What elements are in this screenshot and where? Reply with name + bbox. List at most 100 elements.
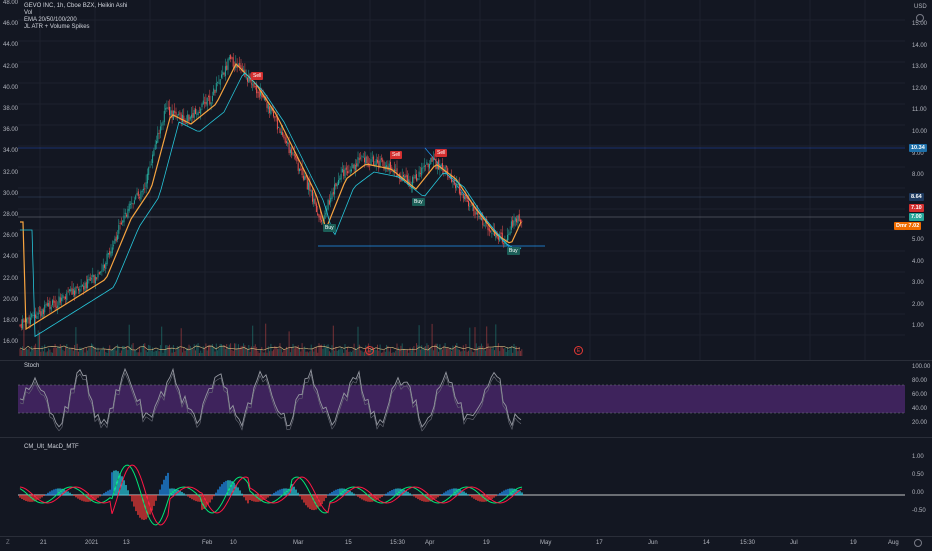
volume-bar [512,353,513,356]
macd-histogram-bar [503,491,504,496]
candle [520,220,521,222]
volume-bar [322,349,323,356]
buy-marker[interactable]: Buy [412,198,425,206]
candle [463,194,464,198]
volume-bar [307,351,308,356]
volume-bar [311,345,312,356]
candle [478,216,479,217]
candle [96,277,97,279]
time-axis-tick: 15:30 [390,540,405,546]
sell-marker[interactable]: Sell [390,151,402,159]
z-icon[interactable]: Z [6,540,10,546]
candle [319,214,320,217]
dmr-label: Dmr [896,223,907,229]
macd-histogram-bar [337,489,338,495]
candle [116,237,117,241]
volume-bar [118,346,119,356]
volume-bar [508,350,509,356]
volume-bar [21,350,22,356]
candle [131,203,132,204]
candle [134,200,135,203]
candle [22,319,23,328]
volume-bar [113,350,114,356]
volume-bar [122,346,123,356]
candle [108,253,109,254]
candle [49,301,50,309]
time-axis-tick: Jun [648,540,658,546]
volume-bar [216,344,217,356]
candle [298,163,299,170]
candle [428,164,429,167]
volume-bar [255,344,256,356]
macd-histogram-bar [193,495,194,500]
volume-bar [92,345,93,356]
volume-bar [183,348,184,356]
time-axis-tick: Mar [293,540,303,546]
volume-bar [137,352,138,356]
candle [356,163,357,166]
earnings-marker[interactable]: E [574,346,583,355]
volume-bar [211,346,212,356]
volume-bar [156,351,157,356]
macd-histogram-bar [305,495,306,505]
macd-histogram-bar [139,495,140,518]
price-pane[interactable]: GEVO INC, 1h, Cboe BZX, Heikin Ashi Vol … [0,0,932,360]
sell-marker[interactable]: Sell [435,149,447,157]
volume-bar [208,345,209,356]
candle [113,245,114,246]
macd-histogram-bar [131,495,132,501]
gear-icon[interactable] [916,14,924,22]
candle [465,195,466,200]
volume-bar [169,345,170,356]
candle [278,127,279,128]
macd-histogram-bar [277,490,278,495]
volume-bar [408,353,409,356]
volume-bar [419,325,420,356]
volume-bar [356,350,357,356]
candle [429,164,430,168]
stoch-chart[interactable] [0,361,932,437]
candle [186,123,187,124]
candle [88,279,89,280]
buy-marker[interactable]: Buy [323,224,336,232]
candle [53,300,54,303]
volume-bar [186,349,187,356]
volume-bar [347,347,348,356]
candle [501,232,502,234]
macd-histogram-bar [43,495,44,496]
candle [133,204,134,205]
volume-bar [40,352,41,356]
sell-marker[interactable]: Sell [251,72,263,80]
macd-histogram-bar [49,491,50,495]
macd-histogram-bar [217,489,218,495]
candle [109,251,110,254]
candle [477,213,478,215]
volume-bar [111,350,112,356]
candle [371,159,372,164]
price-badge-sell: 7.10 [909,204,924,212]
volume-bar [139,347,140,356]
volume-bar [291,347,292,356]
candle [380,160,381,167]
volume-bar [48,348,49,356]
chart-settings-icon[interactable] [914,539,922,547]
volume-bar [43,351,44,356]
volume-bar [328,344,329,356]
volume-bar [481,344,482,356]
volume-bar [182,352,183,356]
price-chart[interactable] [0,0,932,360]
candle [33,315,34,316]
earnings-marker[interactable]: E [365,346,374,355]
buy-marker[interactable]: Buy [507,247,520,255]
macd-chart[interactable] [0,438,932,536]
macd-title: CM_Ult_MacD_MTF [24,444,79,451]
volume-bar [490,348,491,356]
candle [138,191,139,196]
volume-bar [342,349,343,356]
volume-bar [521,349,522,356]
volume-bar [282,352,283,356]
volume-bar [290,352,291,356]
